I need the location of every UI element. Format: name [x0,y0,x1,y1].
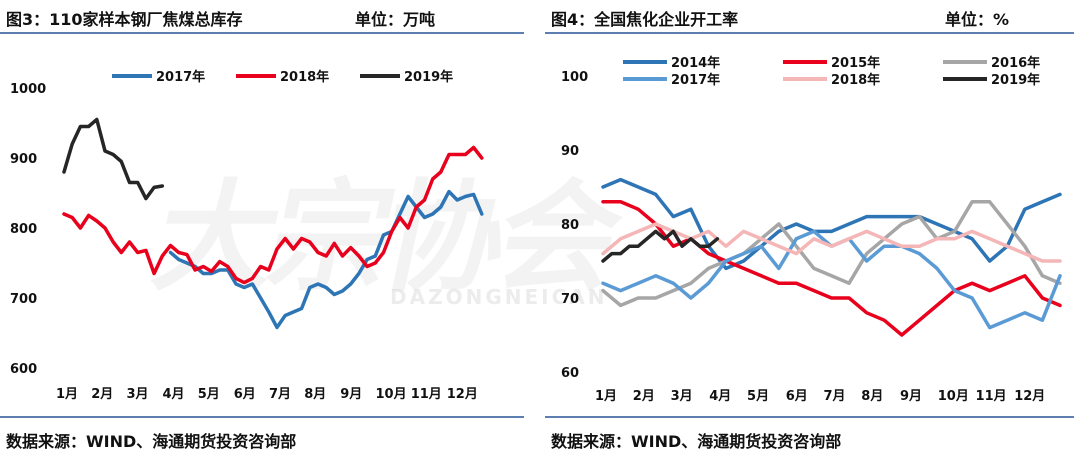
legend-label: 2016年 [991,55,1040,71]
x-tick-label: 2月 [633,389,655,404]
legend-label: 2019年 [404,69,453,85]
legend-label: 2018年 [831,72,880,88]
series-line-2019年 [62,117,165,201]
left-chart-unit: 单位：万吨 [355,10,436,29]
watermark-sub: DAZONGNEICAN [390,285,608,309]
x-tick-label: 7月 [269,387,291,402]
x-tick-label: 11月 [411,387,442,402]
x-tick-label: 4月 [709,389,731,404]
series-line-2018年 [601,222,1062,263]
y-tick-label: 70 [561,292,579,307]
series-line-2017年 [168,189,484,330]
left-bottom-rule [0,416,524,418]
x-tick-label: 3月 [126,387,148,402]
series-line-2015年 [601,200,1062,337]
x-tick-label: 12月 [447,387,478,402]
series-line-2019年 [601,229,720,263]
y-tick-label: 100 [561,70,588,85]
right-chart-panel: 图4：全国焦化企业开工率 单位：% 60 70 80 90 100 1月 2月 3月 4月 5月 6… [545,0,1080,460]
legend-label: 2019年 [991,72,1040,88]
legend-label: 2017年 [671,72,720,88]
legend-label: 2018年 [280,69,329,85]
left-chart: 600 700 800 900 1000 1月 2月 3月 4月 5月 6月 7月 8月 9月 10月 11月… [10,69,484,402]
y-tick-label: 700 [10,292,37,307]
right-chart-unit: 单位：% [945,10,1010,29]
left-top-rule [0,32,524,34]
right-chart-title: 图4：全国焦化企业开工率 [551,10,739,29]
left-chart-source: 数据来源：WIND、海通期货投资咨询部 [6,432,297,451]
right-chart: 60 70 80 90 100 1月 2月 3月 4月 5月 6月 7月 8月 9月 10月 11月 12月 20… [561,55,1062,404]
y-tick-label: 90 [561,144,579,159]
y-tick-label: 60 [561,366,579,381]
x-tick-label: 6月 [234,387,256,402]
legend-label: 2017年 [156,69,205,85]
x-tick-label: 7月 [824,389,846,404]
x-tick-label: 3月 [671,389,693,404]
right-chart-source: 数据来源：WIND、海通期货投资咨询部 [551,432,842,451]
y-tick-label: 900 [10,152,37,167]
y-tick-label: 1000 [10,82,46,97]
x-tick-label: 10月 [376,387,407,402]
legend-label: 2014年 [671,55,720,71]
x-tick-label: 12月 [1014,389,1045,404]
right-top-rule [545,32,1074,34]
left-chart-panel: 图3：110家样本钢厂焦煤总库存 单位：万吨 600 700 800 900 1000 1… [0,0,530,460]
x-tick-label: 9月 [900,389,922,404]
x-tick-label: 8月 [304,387,326,402]
x-tick-label: 1月 [56,387,78,402]
x-tick-label: 11月 [976,389,1007,404]
y-tick-label: 800 [10,222,37,237]
x-tick-label: 5月 [198,387,220,402]
x-tick-label: 4月 [163,387,185,402]
y-tick-label: 600 [10,362,37,377]
x-tick-label: 1月 [595,389,617,404]
x-tick-label: 8月 [861,389,883,404]
y-tick-label: 80 [561,218,579,233]
series-line-2014年 [601,177,1062,271]
x-tick-label: 2月 [91,387,113,402]
left-chart-title: 图3：110家样本钢厂焦煤总库存 [6,10,243,29]
x-tick-label: 6月 [786,389,808,404]
series-line-2018年 [62,145,484,285]
legend-label: 2015年 [831,55,880,71]
x-tick-label: 10月 [938,389,969,404]
right-bottom-rule [545,416,1074,418]
x-tick-label: 9月 [340,387,362,402]
x-tick-label: 5月 [747,389,769,404]
